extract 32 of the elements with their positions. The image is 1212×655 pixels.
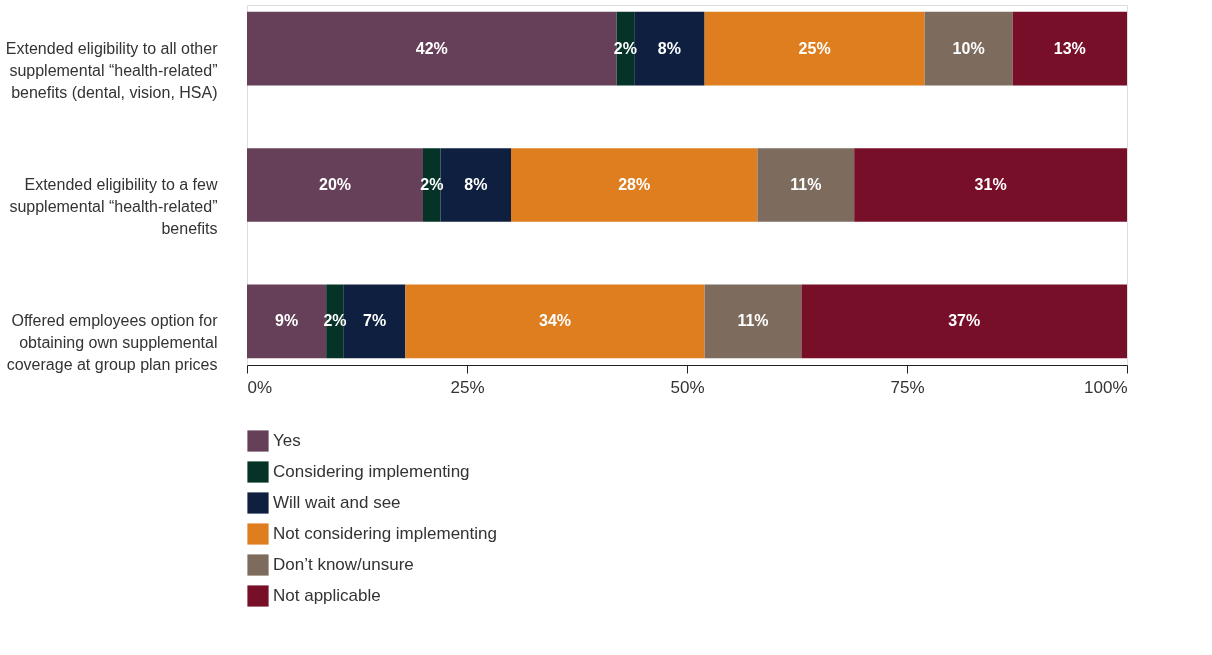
legend-label: Will wait and see [273,493,401,512]
data-label: 37% [948,312,981,330]
legend-label: Not considering implementing [273,524,497,543]
legend-label: Don’t know/unsure [273,555,414,574]
data-label: 13% [1053,39,1086,57]
y-tick-label: Extended eligibility to a few supplemental “health-related” benefits [9,176,218,237]
data-label: 34% [538,312,572,330]
data-label: 7% [363,312,387,330]
x-tick-label: 0% [247,377,273,397]
legend-label: Considering implementing [273,462,470,481]
x-tick-label: 75% [890,377,925,397]
data-label: 28% [618,176,651,193]
data-label: 31% [974,176,1007,193]
data-label: 2% [613,39,637,57]
data-label: 9% [275,312,299,330]
data-label: 8% [464,176,488,193]
legend-label: Not applicable [273,586,381,605]
data-label: 25% [798,39,831,57]
x-tick-label: 100% [1084,377,1128,397]
data-label: 11% [790,176,822,193]
data-label: 42% [415,39,448,57]
data-label: 8% [657,39,681,57]
data-label: 2% [420,176,444,193]
legend-label: Yes [273,431,301,450]
y-tick-label: Offered employees option for obtaining own supplemental coverage at group plan prices [6,312,219,374]
x-tick-label: 50% [670,377,705,397]
y-tick-label: Extended eligibility to all other supplemental “health-related” benefits (dental, vision, HSA) [5,39,219,101]
x-tick-label: 25% [450,377,485,397]
data-label: 11% [737,312,769,330]
data-label: 10% [952,39,985,57]
data-label: 2% [323,312,347,330]
data-label: 20% [318,176,352,193]
